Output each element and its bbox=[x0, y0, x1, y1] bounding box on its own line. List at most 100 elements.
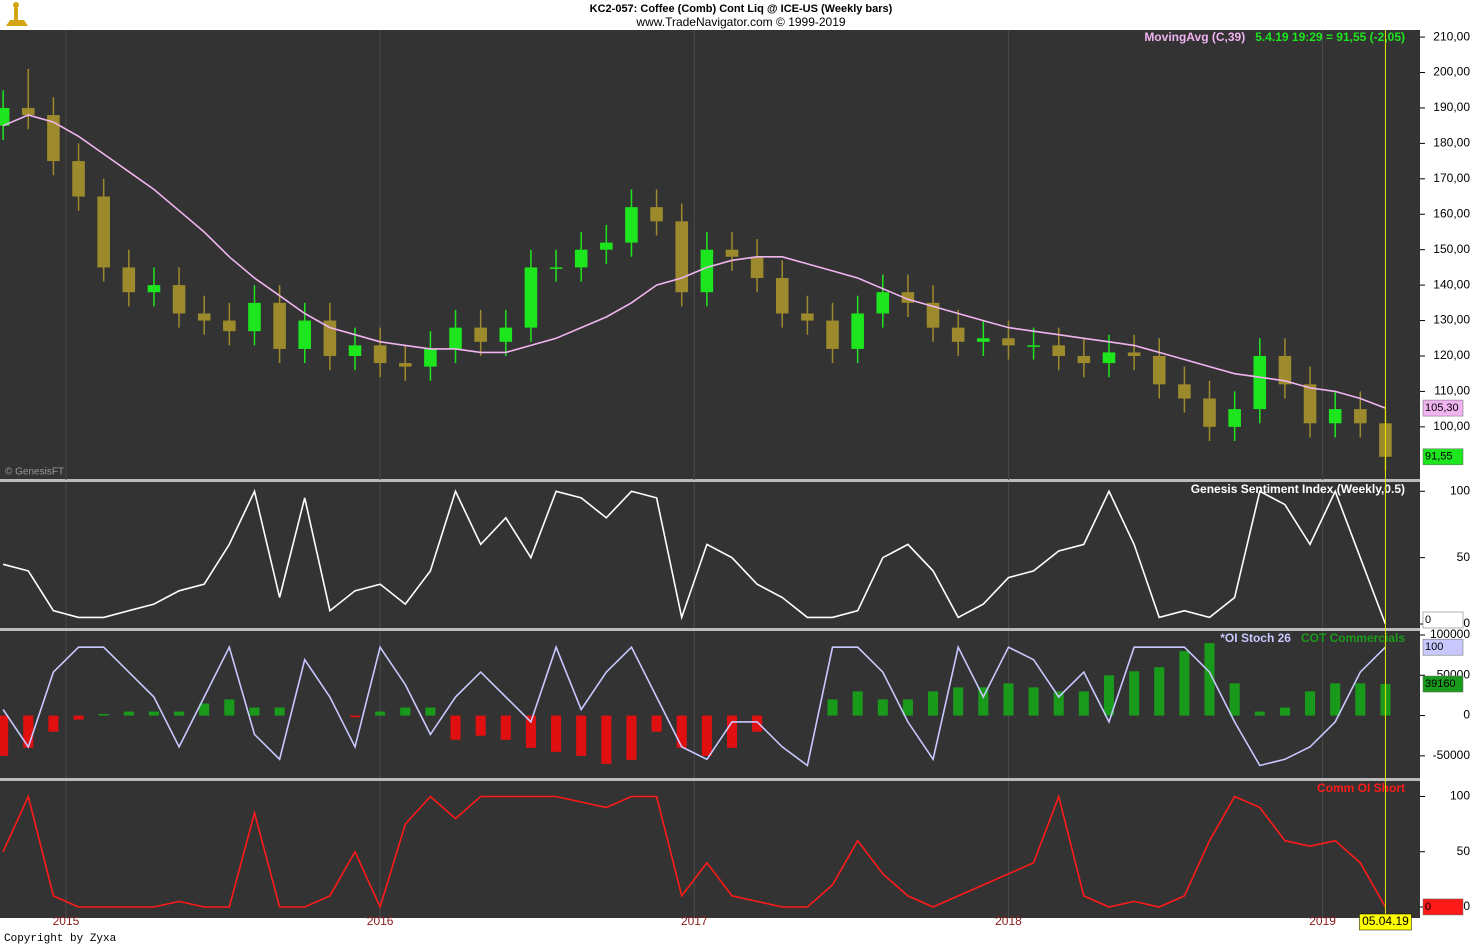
bar bbox=[626, 715, 637, 760]
bar bbox=[928, 691, 939, 716]
bar bbox=[1355, 683, 1366, 716]
candle-body bbox=[1178, 384, 1191, 399]
candle-body bbox=[625, 207, 638, 243]
sentiment-panel bbox=[0, 482, 1420, 628]
bar bbox=[676, 715, 687, 748]
bar bbox=[1053, 691, 1064, 716]
bar bbox=[827, 699, 838, 716]
y-tick-label: 0 bbox=[1463, 899, 1470, 913]
bar bbox=[274, 707, 285, 716]
candle-body bbox=[1027, 345, 1040, 347]
y-tick-label: -50000 bbox=[1433, 748, 1471, 762]
candle-body bbox=[273, 302, 286, 349]
candle-body bbox=[1152, 355, 1166, 385]
last-value-box bbox=[1422, 399, 1464, 417]
bar bbox=[23, 715, 34, 748]
y-tick-label: 130,00 bbox=[1433, 313, 1470, 327]
chart-subtitle: www.TradeNavigator.com © 1999-2019 bbox=[635, 15, 845, 29]
candle-body bbox=[574, 249, 588, 268]
y-tick-label: 140,00 bbox=[1433, 277, 1470, 291]
bar bbox=[475, 715, 486, 736]
y-tick-label: 120,00 bbox=[1433, 348, 1470, 362]
series-line bbox=[2, 114, 1386, 409]
last-value-box bbox=[1422, 611, 1464, 629]
bar bbox=[98, 713, 109, 716]
y-tick-label: 180,00 bbox=[1433, 136, 1470, 150]
bar bbox=[902, 699, 913, 716]
last-value-label: 0 bbox=[1425, 901, 1431, 913]
bar bbox=[576, 715, 587, 756]
bar bbox=[1279, 707, 1290, 716]
bar bbox=[1103, 675, 1115, 716]
bar bbox=[1305, 691, 1316, 716]
cursor-box bbox=[1359, 913, 1412, 931]
candle-body bbox=[876, 292, 890, 314]
bar bbox=[1154, 667, 1165, 716]
bar bbox=[1229, 683, 1240, 716]
candle-body bbox=[1228, 409, 1241, 427]
bar bbox=[877, 699, 888, 716]
candle-body bbox=[97, 196, 110, 268]
y-tick-label: 100 bbox=[1450, 483, 1470, 497]
last-value-box bbox=[1422, 638, 1464, 656]
bar bbox=[48, 715, 59, 732]
series-name: COT Commercials bbox=[1301, 631, 1405, 645]
series-name: Genesis Sentiment Index (Weekly,0.5) bbox=[1191, 482, 1405, 496]
bar bbox=[73, 715, 84, 720]
candle-body bbox=[474, 327, 487, 342]
x-tick-label: 2015 bbox=[53, 914, 80, 928]
candle-body bbox=[122, 267, 136, 293]
y-tick-label: 50 bbox=[1457, 844, 1471, 858]
candle-body bbox=[1002, 338, 1015, 346]
bar bbox=[199, 703, 210, 716]
series-name: MovingAvg (C,39) bbox=[1144, 30, 1245, 44]
y-tick-label: 0 bbox=[1463, 616, 1470, 630]
bar bbox=[425, 707, 436, 716]
series-name: Comm OI Short bbox=[1317, 781, 1405, 795]
bar bbox=[249, 707, 260, 716]
candle-body bbox=[1077, 355, 1091, 364]
candle-body bbox=[1354, 409, 1367, 424]
candle-body bbox=[499, 327, 513, 342]
last-value-box bbox=[1422, 675, 1464, 693]
candle-body bbox=[826, 320, 839, 349]
bar bbox=[224, 699, 235, 716]
candle-body bbox=[323, 320, 337, 356]
bar bbox=[123, 711, 134, 716]
bar bbox=[0, 715, 9, 756]
candle-body bbox=[926, 302, 940, 328]
candle-body bbox=[1303, 384, 1317, 424]
bar bbox=[400, 707, 411, 716]
bar bbox=[953, 687, 964, 716]
candle-body bbox=[348, 345, 362, 356]
y-tick-label: 170,00 bbox=[1433, 171, 1470, 185]
candle-body bbox=[72, 161, 85, 197]
y-tick-label: 100 bbox=[1450, 789, 1470, 803]
cursor-label: 05.04.19 bbox=[1362, 914, 1409, 928]
candle-body bbox=[675, 221, 689, 293]
logo bbox=[6, 2, 28, 26]
series-name: *OI Stoch 26 bbox=[1220, 631, 1291, 645]
candle-body bbox=[449, 327, 462, 349]
candle-body bbox=[147, 285, 161, 293]
candle-body bbox=[298, 320, 312, 349]
bar bbox=[752, 715, 763, 732]
bar bbox=[1129, 671, 1140, 716]
bar bbox=[500, 715, 511, 740]
candle-body bbox=[47, 115, 60, 162]
bar bbox=[1204, 643, 1215, 716]
bar bbox=[349, 715, 361, 718]
last-value-box bbox=[1422, 898, 1464, 916]
bar bbox=[525, 715, 536, 748]
last-value-box bbox=[1422, 448, 1464, 466]
bar bbox=[601, 715, 612, 764]
candle-body bbox=[549, 267, 563, 269]
y-tick-label: 0 bbox=[1463, 708, 1470, 722]
bar bbox=[174, 711, 185, 716]
bar bbox=[1028, 687, 1039, 716]
candle-body bbox=[951, 327, 965, 342]
y-tick-label: 160,00 bbox=[1433, 206, 1470, 220]
series-line bbox=[2, 644, 1386, 767]
bar bbox=[701, 715, 712, 756]
copyright: Copyright by Zyxa bbox=[4, 933, 117, 945]
